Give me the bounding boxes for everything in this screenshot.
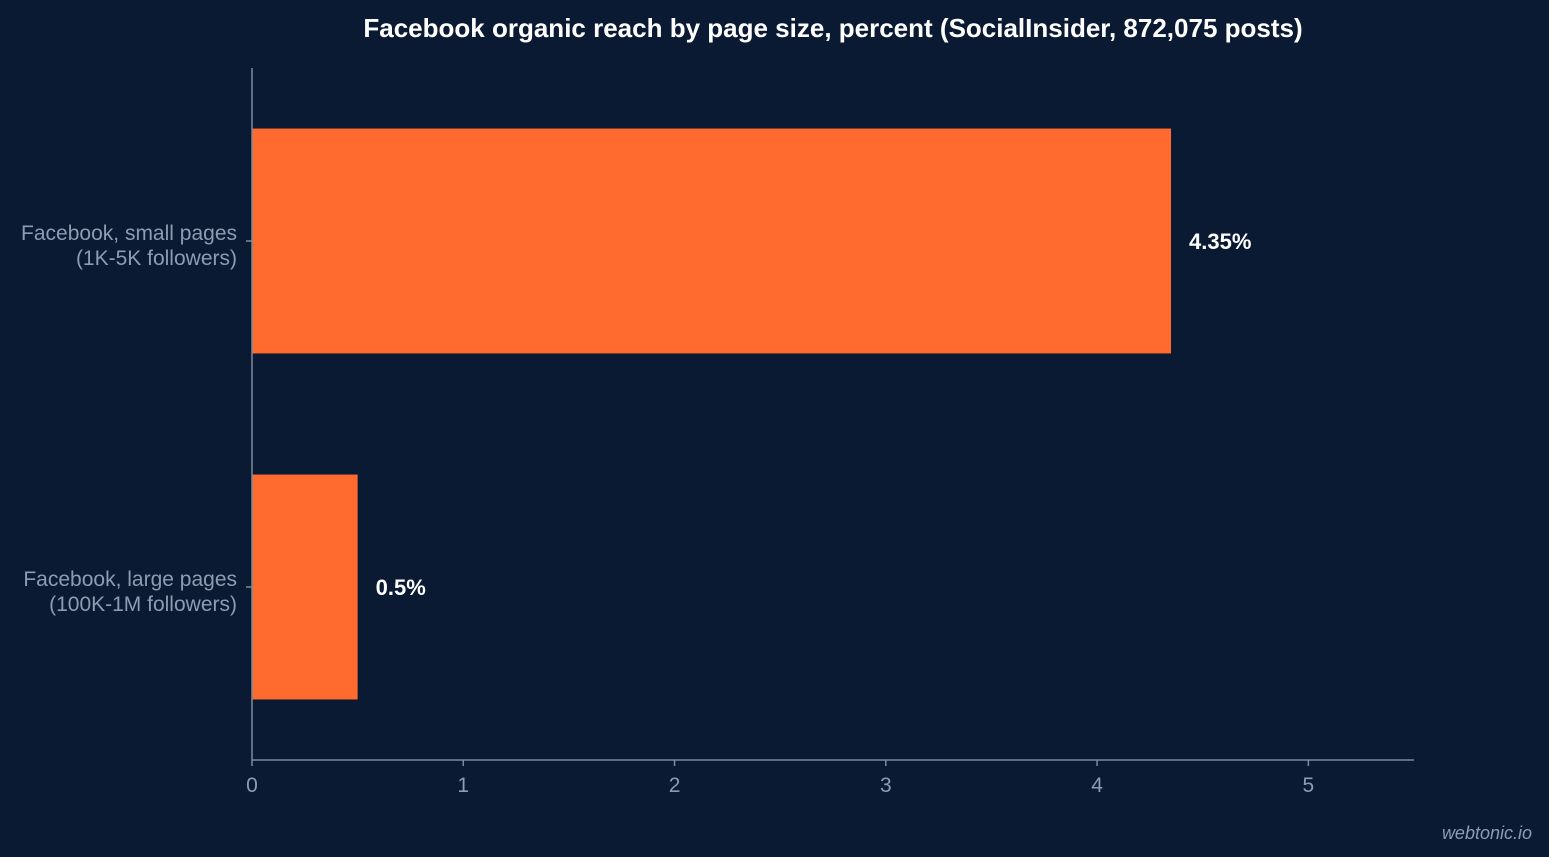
value-label: 4.35% <box>1189 229 1251 254</box>
category-label-line: (100K-1M followers) <box>49 593 237 616</box>
x-tick-label: 0 <box>246 774 258 797</box>
category-label-line: Facebook, small pages <box>21 222 237 245</box>
bars-group <box>252 128 1172 700</box>
category-label: Facebook, small pages (1K-5K followers) <box>21 222 237 270</box>
bar <box>252 128 1172 354</box>
x-tick-label: 3 <box>880 774 892 797</box>
value-labels-group: 4.35% 0.5% <box>376 229 1252 600</box>
category-label-line: (1K-5K followers) <box>76 247 237 270</box>
chart-title: Facebook organic reach by page size, per… <box>363 13 1302 43</box>
bar <box>252 474 358 700</box>
value-label: 0.5% <box>376 575 426 600</box>
x-tick-label: 4 <box>1091 774 1103 797</box>
category-labels-group: Facebook, small pages (1K-5K followers)Fa… <box>21 222 237 616</box>
watermark: webtonic.io <box>1442 823 1532 843</box>
category-label: Facebook, large pages (100K-1M followers) <box>23 568 237 616</box>
x-tick-label: 5 <box>1303 774 1315 797</box>
y-axis <box>246 68 253 760</box>
x-axis: 0 1 2 3 4 5 <box>246 759 1414 797</box>
category-label-line: Facebook, large pages <box>23 568 237 591</box>
x-tick-label: 1 <box>457 774 469 797</box>
x-tick-label: 2 <box>669 774 681 797</box>
